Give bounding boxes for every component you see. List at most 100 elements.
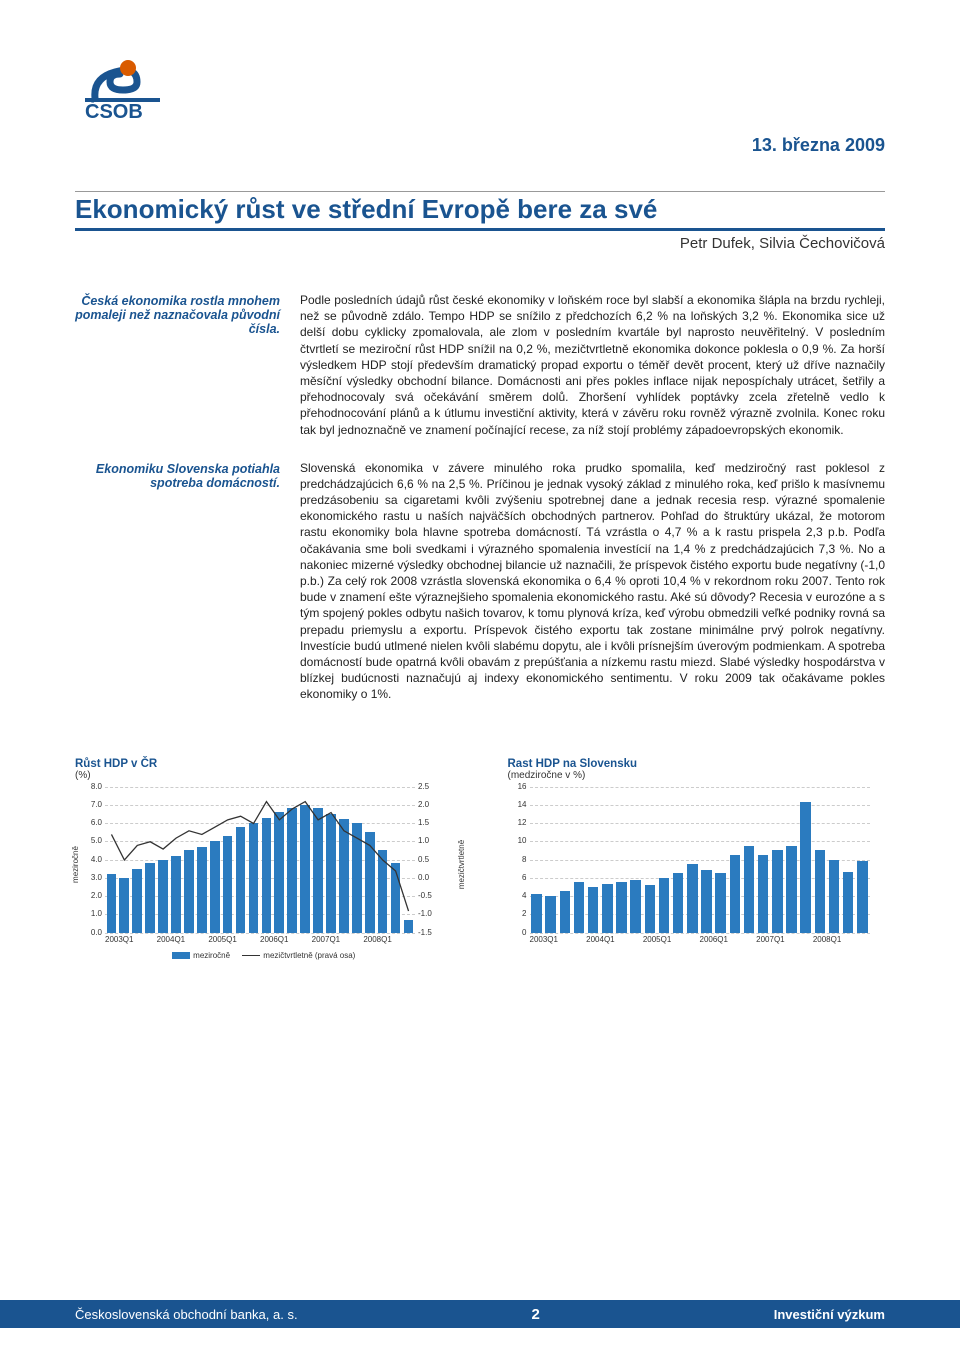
bar [857,861,868,932]
xtick: 2006Q1 [700,935,728,944]
ytick: 0 [522,928,526,937]
ytick: 16 [518,782,527,791]
xtick: 2005Q1 [643,935,671,944]
chart2-title: Rast HDP na Slovensku [508,758,886,770]
chart-gdp-cz: Růst HDP v ČR (%) 0.01.02.03.04.05.06.07… [75,758,453,960]
document-date: 13. března 2009 [75,135,885,156]
bar [119,878,129,933]
gridline [105,805,415,806]
xtick: 2004Q1 [157,935,185,944]
bar [815,850,826,932]
ytick-right: 1.5 [418,818,429,827]
bar [184,850,194,932]
ytick: 14 [518,800,527,809]
title-block: Ekonomický růst ve střední Evropě bere z… [75,191,885,231]
bar [236,827,246,933]
ytick-left: 5.0 [91,836,102,845]
body-text-1: Podle posledních údajů růst české ekonom… [300,292,885,438]
bar [339,819,349,932]
gridline [105,933,415,934]
bar [800,802,811,932]
ytick-left: 3.0 [91,873,102,882]
bar [132,869,142,933]
page-footer: Československá obchodní banka, a. s. 2 I… [0,1300,960,1328]
footer-page-number: 2 [298,1306,774,1323]
legend-line-swatch [242,955,260,957]
section-2: Ekonomiku Slovenska potiahla spotreba do… [75,460,885,703]
ytick: 10 [518,836,527,845]
bar [829,860,840,932]
chart-gdp-sk: Rast HDP na Slovensku (medziročne v %) 0… [508,758,886,960]
bar [574,882,585,932]
svg-text:ČSOB: ČSOB [85,99,143,122]
ytick: 4 [522,891,526,900]
ytick-right: 0.5 [418,855,429,864]
side-note-2: Ekonomiku Slovenska potiahla spotreba do… [75,460,280,703]
bar [602,884,613,932]
side-note-1: Česká ekonomika rostla mnohem pomaleji n… [75,292,280,438]
bar [197,847,207,933]
legend-line-label: mezičtvrtletně (pravá osa) [263,951,355,960]
bar [645,885,656,932]
bar [158,860,168,933]
bar [630,880,641,933]
bar [262,818,272,933]
charts-row: Růst HDP v ČR (%) 0.01.02.03.04.05.06.07… [75,758,885,960]
gridline [530,933,870,934]
xtick: 2005Q1 [208,935,236,944]
csob-logo: ČSOB [75,60,885,127]
bar [673,873,684,932]
gridline [530,805,870,806]
xtick: 2004Q1 [586,935,614,944]
gridline [530,823,870,824]
ytick-right: -1.5 [418,928,432,937]
ylabel-left: meziročně [71,846,80,883]
footer-left: Československá obchodní banka, a. s. [75,1307,298,1322]
bar [249,823,259,933]
xtick: 2007Q1 [312,935,340,944]
chart2-subtitle: (medziročne v %) [508,770,886,781]
ytick: 12 [518,818,527,827]
bar [772,850,783,932]
xtick: 2003Q1 [105,935,133,944]
chart1-subtitle: (%) [75,770,453,781]
bar [287,808,297,932]
ytick: 6 [522,873,526,882]
bar [352,823,362,933]
ytick-right: -1.0 [418,909,432,918]
bar [687,864,698,932]
ytick-right: 1.0 [418,836,429,845]
bar [223,836,233,933]
bar [758,855,769,933]
bar [730,855,741,933]
ytick-left: 8.0 [91,782,102,791]
xtick: 2003Q1 [530,935,558,944]
bar [744,846,755,933]
bar [391,863,401,932]
chart2-plot: 02468101214162003Q12004Q12005Q12006Q1200… [508,787,878,947]
bar [843,872,854,932]
legend-bar-label: meziročně [193,951,230,960]
bar [378,850,388,932]
ytick-right: 2.5 [418,782,429,791]
legend-bar-swatch [172,952,190,959]
bar [560,891,571,932]
ytick: 8 [522,855,526,864]
ylabel-right: mezičtvrtletně [457,839,466,888]
ytick: 2 [522,909,526,918]
gridline [530,787,870,788]
ytick-left: 2.0 [91,891,102,900]
ytick-right: 2.0 [418,800,429,809]
bar [616,882,627,932]
bar [545,896,556,933]
bar [701,870,712,932]
bar [171,856,181,933]
bar [210,841,220,932]
bar [326,814,336,933]
ytick-left: 1.0 [91,909,102,918]
ytick-left: 7.0 [91,800,102,809]
gridline [530,841,870,842]
chart1-legend: meziročně mezičtvrtletně (pravá osa) [75,951,453,960]
gridline [105,787,415,788]
ytick-left: 4.0 [91,855,102,864]
